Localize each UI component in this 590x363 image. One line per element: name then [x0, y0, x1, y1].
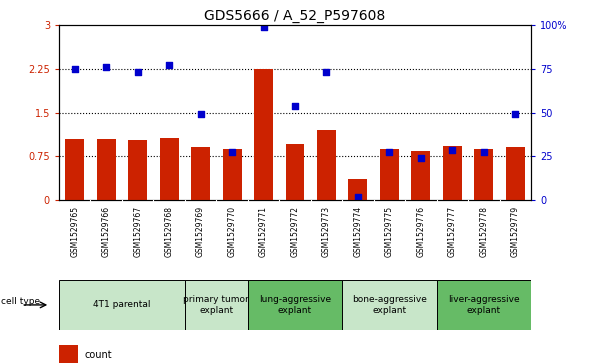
- Point: [322, 69, 331, 75]
- Point: [101, 64, 111, 70]
- Point: [510, 111, 520, 117]
- Text: GSM1529777: GSM1529777: [448, 206, 457, 257]
- Text: lung-aggressive
explant: lung-aggressive explant: [259, 295, 331, 315]
- Text: GSM1529768: GSM1529768: [165, 206, 173, 257]
- Text: GSM1529776: GSM1529776: [417, 206, 425, 257]
- Text: GSM1529766: GSM1529766: [101, 206, 111, 257]
- Text: bone-aggressive
explant: bone-aggressive explant: [352, 295, 427, 315]
- Bar: [128, 140, 147, 200]
- Bar: [286, 144, 304, 200]
- Point: [70, 66, 80, 72]
- Point: [416, 155, 425, 161]
- Text: GSM1529767: GSM1529767: [133, 206, 142, 257]
- Text: primary tumor
explant: primary tumor explant: [183, 295, 249, 315]
- Text: liver-aggressive
explant: liver-aggressive explant: [448, 295, 520, 315]
- Bar: [65, 139, 84, 200]
- Bar: [349, 179, 368, 200]
- Bar: [191, 147, 210, 200]
- Text: GSM1529778: GSM1529778: [479, 206, 489, 257]
- Bar: [443, 146, 462, 200]
- Bar: [380, 149, 399, 200]
- Text: 4T1 parental: 4T1 parental: [93, 301, 150, 309]
- Bar: [317, 130, 336, 200]
- Text: GSM1529774: GSM1529774: [353, 206, 362, 257]
- Text: GSM1529779: GSM1529779: [511, 206, 520, 257]
- Point: [290, 103, 300, 109]
- Text: cell type: cell type: [1, 297, 40, 306]
- Text: GSM1529769: GSM1529769: [196, 206, 205, 257]
- Bar: [59, 280, 185, 330]
- Text: GSM1529770: GSM1529770: [228, 206, 237, 257]
- Point: [227, 149, 237, 155]
- Bar: [222, 149, 241, 200]
- Bar: [506, 147, 525, 200]
- Bar: [411, 151, 430, 200]
- Bar: [342, 280, 437, 330]
- Point: [385, 149, 394, 155]
- Text: GSM1529765: GSM1529765: [70, 206, 79, 257]
- Bar: [97, 139, 116, 200]
- Text: GSM1529773: GSM1529773: [322, 206, 331, 257]
- Point: [165, 62, 174, 68]
- Bar: [59, 346, 78, 363]
- Point: [259, 24, 268, 30]
- Bar: [185, 280, 248, 330]
- Point: [479, 149, 489, 155]
- Bar: [254, 69, 273, 200]
- Point: [196, 111, 205, 117]
- Text: GSM1529775: GSM1529775: [385, 206, 394, 257]
- Bar: [474, 149, 493, 200]
- Point: [353, 194, 363, 200]
- Text: GSM1529771: GSM1529771: [259, 206, 268, 257]
- Bar: [160, 138, 179, 200]
- Bar: [248, 280, 342, 330]
- Bar: [437, 280, 531, 330]
- Title: GDS5666 / A_52_P597608: GDS5666 / A_52_P597608: [204, 9, 386, 23]
- Text: count: count: [85, 350, 113, 360]
- Text: GSM1529772: GSM1529772: [290, 206, 300, 257]
- Point: [448, 147, 457, 153]
- Point: [133, 69, 142, 75]
